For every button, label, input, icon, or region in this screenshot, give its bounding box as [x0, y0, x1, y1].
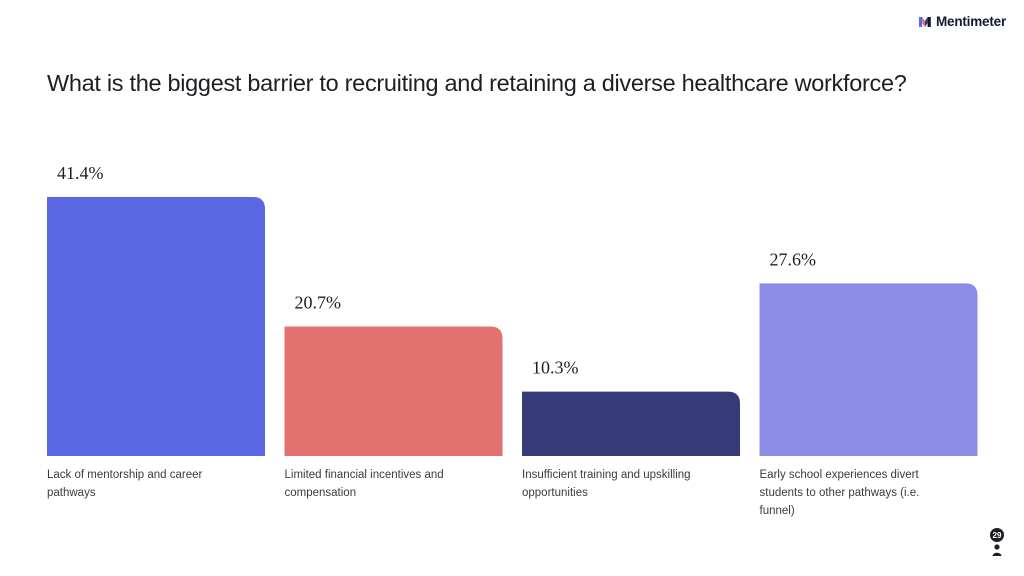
participant-count-badge: 29	[990, 528, 1004, 542]
bar-value-label-2: 20.7%	[295, 293, 342, 313]
question-title: What is the biggest barrier to recruitin…	[47, 70, 907, 96]
mentimeter-logo-icon	[918, 16, 931, 27]
bar-4	[759, 283, 978, 456]
brand-logo: Mentimeter	[918, 14, 1006, 29]
category-label-1: Lack of mentorship and career pathways	[47, 469, 203, 499]
category-label-4: Early school experiences divert students…	[759, 469, 920, 517]
participant-counter: 29	[990, 528, 1004, 556]
bar-value-label-1: 41.4%	[57, 163, 104, 183]
bar-value-label-3: 10.3%	[532, 358, 579, 378]
category-label-3: Insufficient training and upskilling opp…	[522, 469, 691, 499]
person-icon	[992, 544, 1002, 556]
category-label-2: Limited financial incentives and compens…	[284, 469, 444, 499]
bar-1	[47, 197, 265, 456]
brand-name: Mentimeter	[935, 14, 1006, 29]
bar-3	[522, 391, 740, 456]
bar-2	[284, 326, 503, 456]
bar-value-label-4: 27.6%	[770, 249, 817, 269]
